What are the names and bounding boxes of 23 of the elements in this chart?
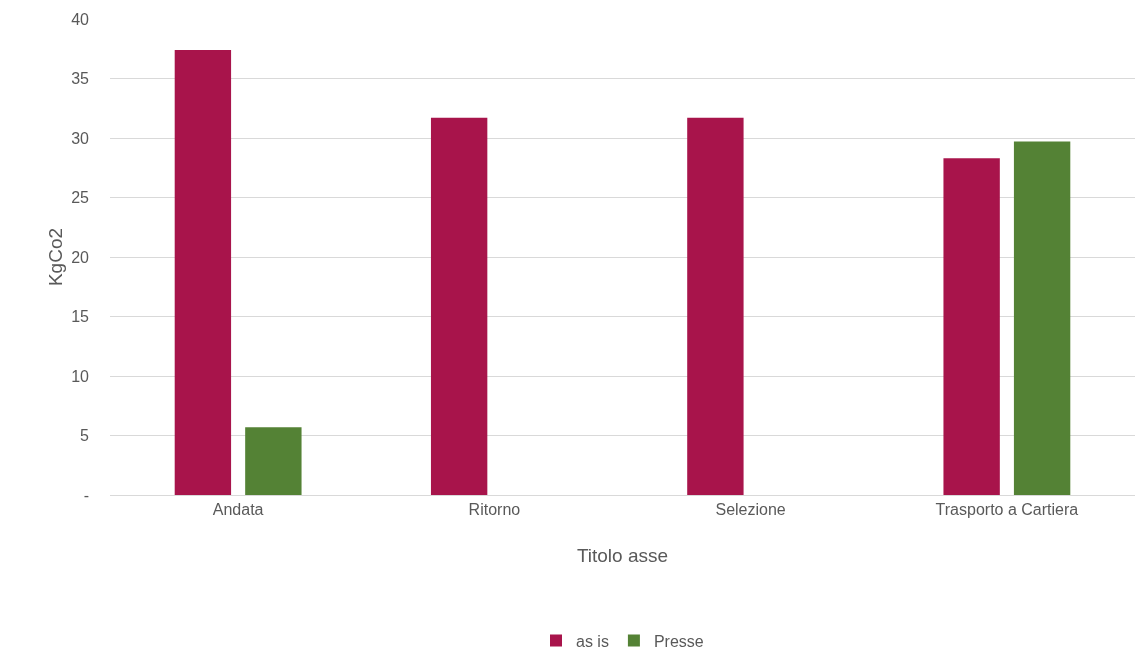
y-tick-label: - [83, 486, 89, 504]
bar [943, 158, 1000, 495]
y-tick-label: 15 [71, 308, 90, 326]
y-tick-label: 5 [80, 427, 90, 445]
x-tick-label: Selezione [715, 501, 786, 519]
legend-label: as is [576, 632, 609, 650]
bar [174, 49, 232, 495]
x-tick-label: Trasporto a Cartiera [935, 501, 1079, 519]
bar [430, 117, 488, 495]
x-axis-title: Titolo asse [576, 545, 669, 566]
y-tick-label: 30 [71, 129, 90, 147]
y-tick-label: 20 [71, 248, 90, 266]
y-tick-label: 25 [71, 189, 90, 207]
x-tick-label: Andata [212, 501, 264, 519]
bar [1013, 141, 1071, 495]
y-axis-title: KgCo2 [45, 227, 66, 287]
y-tick-label: 10 [71, 367, 90, 385]
bar [687, 117, 744, 495]
y-tick-label: 40 [71, 10, 90, 28]
legend-label: Presse [653, 632, 704, 650]
y-tick-label: 35 [71, 70, 90, 88]
bar [245, 427, 302, 495]
x-tick-label: Ritorno [468, 501, 521, 519]
